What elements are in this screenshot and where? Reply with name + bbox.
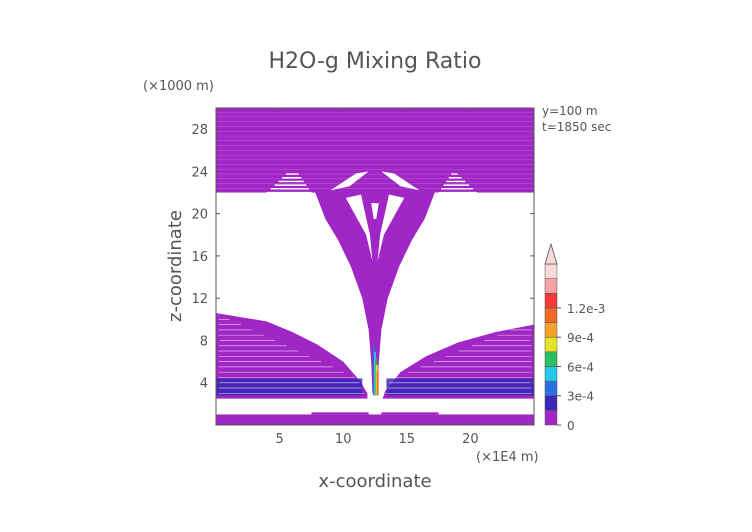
colorbar-tick-label: 0 (567, 419, 575, 433)
colorbar: 0 3e-4 6e-4 9e-4 1.2e-3 (544, 242, 605, 433)
contour-stripes (216, 111, 534, 394)
plume-gap-center (371, 203, 379, 219)
moist-band-right (386, 378, 534, 396)
colorbar-tick-label: 1.2e-3 (567, 302, 605, 316)
colorbar-swatch (544, 307, 558, 323)
updraft-core (376, 371, 379, 396)
colorbar-swatch (544, 336, 558, 353)
y-axis: 4 8 12 16 20 24 28 (191, 123, 534, 392)
colorbar-swatch (544, 410, 558, 426)
colorbar-swatch (544, 366, 558, 382)
colorbar-tick-label: 9e-4 (567, 331, 594, 345)
plot-frame (215, 107, 535, 426)
x-tick-label: 20 (462, 432, 479, 447)
y-tick-label: 28 (191, 123, 208, 138)
colorbar-extend-max (544, 242, 558, 265)
x-units-label: (×1E4 m) (476, 450, 539, 465)
x-tick-label: 15 (399, 432, 416, 447)
cloud-plume (315, 192, 435, 394)
colorbar-tick-label: 6e-4 (567, 360, 594, 374)
dome-gap-left (330, 171, 369, 191)
plume-gap-left (345, 194, 373, 262)
y-tick-label: 24 (191, 165, 208, 180)
colorbar-tick-label: 3e-4 (567, 390, 594, 404)
y-tick-label: 16 (191, 250, 208, 265)
y-tick-label: 12 (191, 292, 208, 307)
plume-gap-right (377, 194, 405, 262)
x-tick-label: 10 (335, 432, 352, 447)
colorbar-swatch (544, 395, 558, 411)
colorbar-swatch (544, 380, 558, 396)
chart-title: H2O-g Mixing Ratio (269, 49, 482, 74)
x-tick-label: 5 (275, 432, 283, 447)
annotation-t: t=1850 sec (542, 120, 611, 134)
colorbar-swatch (544, 278, 558, 294)
y-axis-label: z-coordinate (165, 210, 186, 322)
y-tick-label: 8 (200, 334, 208, 349)
colorbar-swatch (544, 293, 558, 309)
y-tick-label: 20 (191, 208, 208, 223)
colorbar-swatch (544, 322, 558, 338)
colorbar-swatch (544, 351, 558, 367)
dome-gap-right (381, 171, 420, 191)
surface-gap (368, 411, 382, 415)
y-tick-label: 4 (200, 377, 208, 392)
surface-moist-layer (216, 414, 534, 425)
x-axis-label: x-coordinate (318, 471, 431, 492)
x-axis: 5 10 15 20 (275, 108, 479, 447)
moist-band-left (216, 378, 363, 396)
annotation-y: y=100 m (542, 104, 598, 118)
plot-area: 5 10 15 20 4 8 12 16 20 24 28 (191, 107, 535, 447)
y-units-label: (×1000 m) (143, 79, 214, 94)
colorbar-swatch (544, 263, 558, 279)
